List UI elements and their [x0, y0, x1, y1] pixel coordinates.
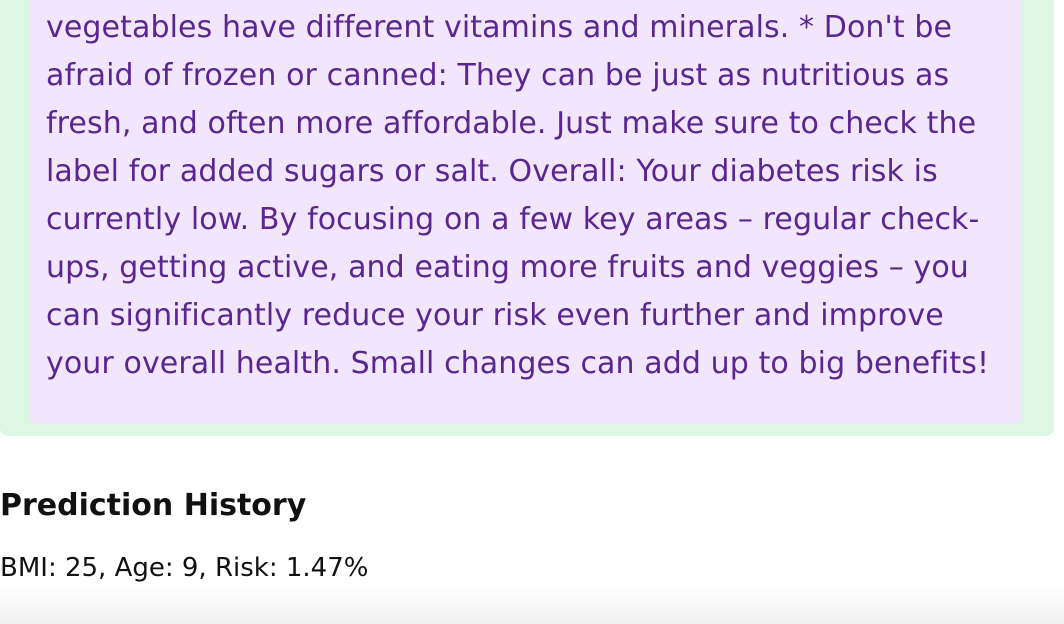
health-advice-text: vegetables have different vitamins and m… [46, 4, 996, 388]
advice-line: afraid of frozen or canned: They can be … [46, 58, 950, 93]
history-list-item: BMI: 25, Age: 9, Risk: 1.47% [0, 553, 369, 583]
prediction-history-heading: Prediction History [0, 488, 307, 523]
advice-line: your overall health. Small changes can a… [46, 346, 990, 381]
advice-line: label for added sugars or salt. Overall:… [46, 154, 938, 189]
advice-line: fresh, and often more affordable. Just m… [46, 106, 977, 141]
advice-line: vegetables have different vitamins and m… [46, 10, 953, 45]
advice-line: can significantly reduce your risk even … [46, 298, 944, 333]
health-advice-box [30, 0, 1021, 424]
advice-line: currently low. By focusing on a few key … [46, 202, 980, 237]
bottom-fade [0, 584, 1064, 624]
advice-line: ups, getting active, and eating more fru… [46, 250, 969, 285]
